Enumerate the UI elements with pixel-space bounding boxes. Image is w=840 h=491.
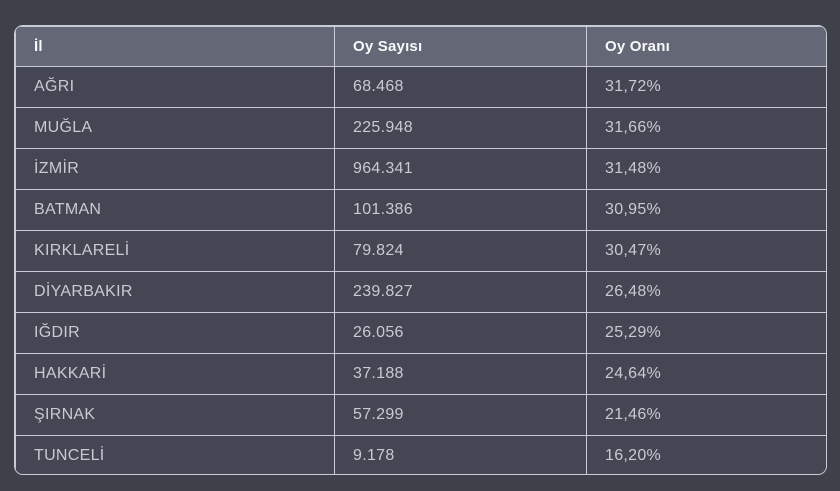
- cell-il: BATMAN: [15, 189, 335, 231]
- table-row: IĞDIR 26.056 25,29%: [15, 312, 826, 354]
- cell-oy-sayisi: 239.827: [334, 271, 587, 313]
- cell-oy-sayisi: 101.386: [334, 189, 587, 231]
- table-row: BATMAN 101.386 30,95%: [15, 189, 826, 231]
- table-row: AĞRI 68.468 31,72%: [15, 66, 826, 108]
- cell-oy-orani: 30,95%: [586, 189, 826, 231]
- cell-oy-sayisi: 964.341: [334, 148, 587, 190]
- cell-oy-orani: 21,46%: [586, 394, 826, 436]
- cell-oy-orani: 24,64%: [586, 353, 826, 395]
- table-row: HAKKARİ 37.188 24,64%: [15, 353, 826, 395]
- table-row: DİYARBAKIR 239.827 26,48%: [15, 271, 826, 313]
- cell-il: AĞRI: [15, 66, 335, 108]
- cell-oy-orani: 31,66%: [586, 107, 826, 149]
- cell-oy-sayisi: 57.299: [334, 394, 587, 436]
- column-header-oy-sayisi: Oy Sayısı: [334, 26, 587, 67]
- cell-il: ŞIRNAK: [15, 394, 335, 436]
- election-results-table: İl Oy Sayısı Oy Oranı AĞRI 68.468 31,72%…: [14, 25, 827, 475]
- cell-oy-sayisi: 225.948: [334, 107, 587, 149]
- table-row: TUNCELİ 9.178 16,20%: [15, 435, 826, 474]
- cell-oy-sayisi: 26.056: [334, 312, 587, 354]
- cell-il: İZMİR: [15, 148, 335, 190]
- cell-il: MUĞLA: [15, 107, 335, 149]
- cell-il: IĞDIR: [15, 312, 335, 354]
- cell-oy-orani: 16,20%: [586, 435, 826, 474]
- cell-il: HAKKARİ: [15, 353, 335, 395]
- cell-oy-orani: 26,48%: [586, 271, 826, 313]
- table-row: ŞIRNAK 57.299 21,46%: [15, 394, 826, 436]
- cell-oy-orani: 25,29%: [586, 312, 826, 354]
- cell-il: KIRKLARELİ: [15, 230, 335, 272]
- cell-il: TUNCELİ: [15, 435, 335, 474]
- table-row: İZMİR 964.341 31,48%: [15, 148, 826, 190]
- column-header-il: İl: [15, 26, 335, 67]
- results-table: İl Oy Sayısı Oy Oranı AĞRI 68.468 31,72%…: [15, 26, 826, 474]
- table-row: MUĞLA 225.948 31,66%: [15, 107, 826, 149]
- cell-oy-sayisi: 68.468: [334, 66, 587, 108]
- cell-oy-orani: 30,47%: [586, 230, 826, 272]
- cell-oy-orani: 31,48%: [586, 148, 826, 190]
- cell-oy-orani: 31,72%: [586, 66, 826, 108]
- cell-il: DİYARBAKIR: [15, 271, 335, 313]
- cell-oy-sayisi: 79.824: [334, 230, 587, 272]
- table-row: KIRKLARELİ 79.824 30,47%: [15, 230, 826, 272]
- cell-oy-sayisi: 37.188: [334, 353, 587, 395]
- column-header-oy-orani: Oy Oranı: [586, 26, 826, 67]
- header-row: İl Oy Sayısı Oy Oranı: [15, 26, 826, 67]
- cell-oy-sayisi: 9.178: [334, 435, 587, 474]
